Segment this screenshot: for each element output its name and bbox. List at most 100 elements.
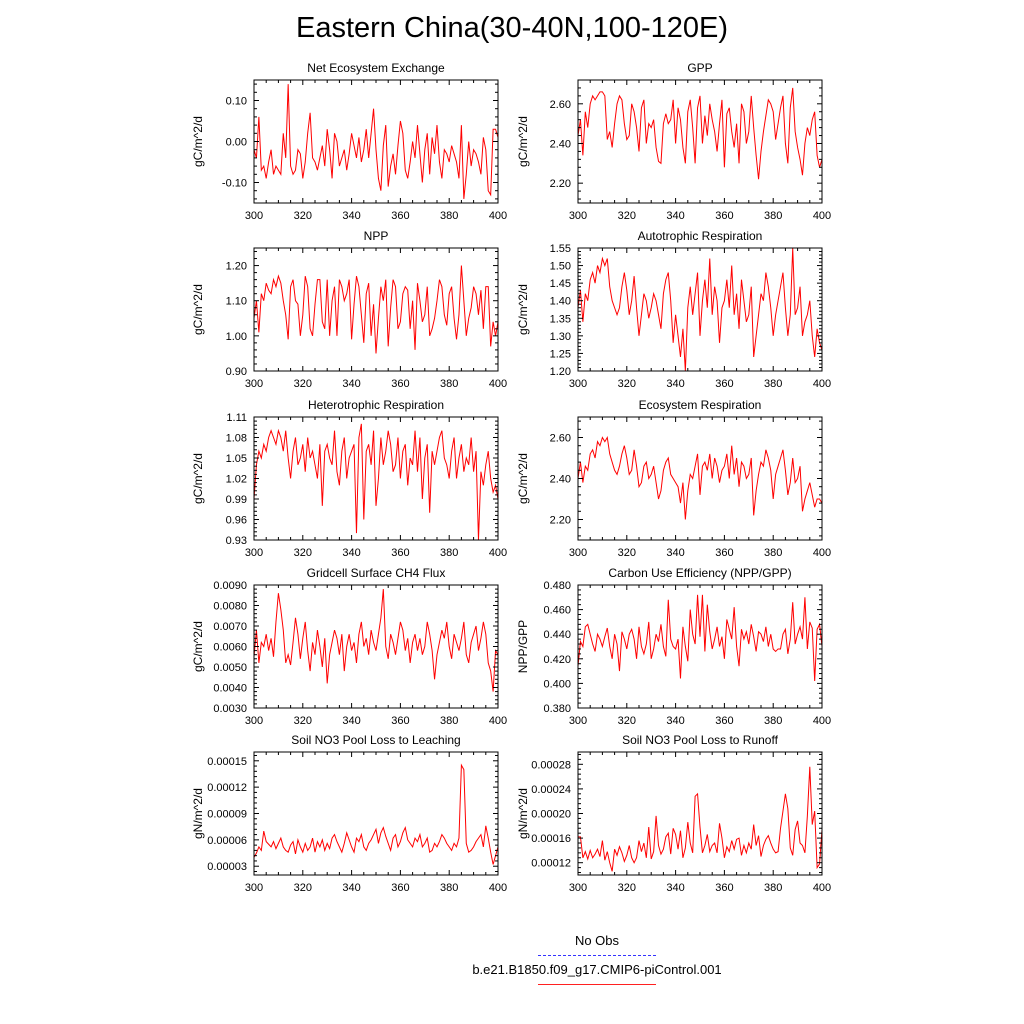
chart-gridcell-surface-ch4-flux-y-tick-label: 0.0080 bbox=[213, 601, 247, 613]
chart-autotrophic-respiration-x-tick-label: 300 bbox=[569, 378, 587, 390]
chart-ecosystem-respiration-x-tick-label: 400 bbox=[813, 547, 831, 559]
chart-carbon-use-efficiency-npp-gpp-title: Carbon Use Efficiency (NPP/GPP) bbox=[608, 566, 791, 580]
chart-gridcell-surface-ch4-flux-x-tick-label: 340 bbox=[342, 715, 360, 727]
chart-heterotrophic-respiration-x-tick-label: 320 bbox=[294, 547, 312, 559]
chart-net-ecosystem-exchange-y-tick-label: 0.10 bbox=[226, 96, 247, 108]
chart-gpp-x-tick-label: 300 bbox=[569, 210, 587, 222]
chart-heterotrophic-respiration-x-tick-label: 400 bbox=[489, 547, 507, 559]
chart-gpp-x-tick-label: 360 bbox=[715, 210, 733, 222]
chart-gridcell-surface-ch4-flux: 300 320 340 360 380 400 0.0030 0.0040 0.0050 0.00… bbox=[191, 566, 507, 727]
chart-gpp-x-tick-label: 340 bbox=[666, 210, 684, 222]
chart-soil-no3-pool-loss-to-leaching-y-tick-label: 0.00012 bbox=[207, 782, 247, 794]
chart-soil-no3-pool-loss-to-leaching: 300 320 340 360 380 400 0.00003 0.00006 0.00009 0… bbox=[191, 733, 507, 894]
chart-ecosystem-respiration-series-line bbox=[577, 436, 823, 520]
chart-autotrophic-respiration-y-tick-label: 1.50 bbox=[550, 261, 571, 273]
chart-heterotrophic-respiration-x-tick-label: 300 bbox=[245, 547, 263, 559]
chart-net-ecosystem-exchange-x-tick-label: 380 bbox=[440, 210, 458, 222]
chart-gridcell-surface-ch4-flux-y-tick-label: 0.0050 bbox=[213, 662, 247, 674]
chart-gridcell-surface-ch4-flux-y-tick-label: 0.0070 bbox=[213, 621, 247, 633]
chart-carbon-use-efficiency-npp-gpp-y-tick-label: 0.480 bbox=[543, 580, 571, 592]
chart-gpp-y-tick-label: 2.60 bbox=[550, 99, 571, 111]
chart-soil-no3-pool-loss-to-runoff-y-axis-label: gN/m^2/d bbox=[516, 788, 530, 839]
chart-soil-no3-pool-loss-to-runoff-x-tick-label: 360 bbox=[715, 882, 733, 894]
legend-label-no-obs: No Obs bbox=[574, 933, 620, 948]
chart-ecosystem-respiration-y-tick-label: 2.60 bbox=[550, 433, 571, 445]
chart-heterotrophic-respiration-y-tick-label: 0.96 bbox=[226, 515, 247, 527]
page-title: Eastern China(30-40N,100-120E) bbox=[295, 12, 729, 44]
chart-net-ecosystem-exchange-y-axis-label: gC/m^2/d bbox=[191, 116, 205, 167]
chart-carbon-use-efficiency-npp-gpp-x-tick-label: 340 bbox=[666, 715, 684, 727]
chart-heterotrophic-respiration-y-tick-label: 0.99 bbox=[226, 494, 247, 506]
chart-gridcell-surface-ch4-flux-y-tick-label: 0.0090 bbox=[213, 580, 247, 592]
chart-ecosystem-respiration-x-tick-label: 340 bbox=[666, 547, 684, 559]
chart-gpp-x-tick-label: 400 bbox=[813, 210, 831, 222]
chart-gridcell-surface-ch4-flux-y-tick-label: 0.0030 bbox=[213, 703, 247, 715]
chart-net-ecosystem-exchange-series-line bbox=[253, 84, 499, 199]
chart-ecosystem-respiration-x-tick-label: 360 bbox=[715, 547, 733, 559]
chart-soil-no3-pool-loss-to-runoff-plot-frame bbox=[577, 751, 823, 876]
chart-heterotrophic-respiration-y-axis-label: gC/m^2/d bbox=[191, 453, 205, 504]
chart-soil-no3-pool-loss-to-runoff-series-line bbox=[578, 766, 823, 872]
chart-soil-no3-pool-loss-to-leaching-y-tick-label: 0.00009 bbox=[207, 809, 247, 821]
chart-heterotrophic-respiration-series-line bbox=[253, 423, 499, 541]
chart-gpp-y-tick-label: 2.40 bbox=[550, 138, 571, 150]
legend-label-model: b.e21.B1850.f09_g17.CMIP6-piControl.001 bbox=[472, 962, 722, 977]
chart-npp-y-tick-label: 1.00 bbox=[226, 331, 247, 343]
chart-gpp-y-tick-label: 2.20 bbox=[550, 178, 571, 190]
chart-autotrophic-respiration-x-tick-label: 360 bbox=[715, 378, 733, 390]
chart-npp-x-tick-label: 300 bbox=[245, 378, 263, 390]
chart-autotrophic-respiration-y-tick-label: 1.55 bbox=[550, 243, 571, 255]
chart-gridcell-surface-ch4-flux-x-tick-label: 300 bbox=[245, 715, 263, 727]
chart-autotrophic-respiration-title: Autotrophic Respiration bbox=[638, 229, 763, 243]
chart-carbon-use-efficiency-npp-gpp-x-tick-label: 400 bbox=[813, 715, 831, 727]
chart-soil-no3-pool-loss-to-runoff-y-tick-label: 0.00012 bbox=[531, 858, 571, 870]
chart-npp: 300 320 340 360 380 400 0.90 1.00 1.10 1.20 NPP gC/… bbox=[191, 229, 507, 390]
chart-net-ecosystem-exchange-x-tick-label: 300 bbox=[245, 210, 263, 222]
chart-soil-no3-pool-loss-to-runoff-y-tick-label: 0.00028 bbox=[531, 759, 571, 771]
chart-ecosystem-respiration-y-tick-label: 2.20 bbox=[550, 515, 571, 527]
chart-gridcell-surface-ch4-flux-series-line bbox=[253, 589, 499, 692]
chart-net-ecosystem-exchange-title: Net Ecosystem Exchange bbox=[307, 61, 445, 75]
chart-autotrophic-respiration-y-tick-label: 1.20 bbox=[550, 366, 571, 378]
chart-soil-no3-pool-loss-to-leaching-y-tick-label: 0.00003 bbox=[207, 861, 247, 873]
chart-heterotrophic-respiration-y-tick-label: 1.08 bbox=[226, 433, 247, 445]
chart-npp-y-axis-label: gC/m^2/d bbox=[191, 284, 205, 335]
chart-soil-no3-pool-loss-to-runoff: 300 320 340 360 380 400 0.00012 0.00016 0.00020 0… bbox=[516, 733, 831, 894]
chart-soil-no3-pool-loss-to-leaching-y-tick-label: 0.00006 bbox=[207, 835, 247, 847]
chart-carbon-use-efficiency-npp-gpp-plot-frame bbox=[577, 584, 823, 709]
chart-soil-no3-pool-loss-to-runoff-x-tick-label: 320 bbox=[618, 882, 636, 894]
chart-soil-no3-pool-loss-to-runoff-y-tick-label: 0.00024 bbox=[531, 784, 571, 796]
chart-soil-no3-pool-loss-to-runoff-x-tick-label: 400 bbox=[813, 882, 831, 894]
chart-ecosystem-respiration-y-tick-label: 2.40 bbox=[550, 474, 571, 486]
legend-line-model bbox=[538, 984, 656, 985]
chart-autotrophic-respiration-x-tick-label: 340 bbox=[666, 378, 684, 390]
chart-heterotrophic-respiration-y-tick-label: 1.05 bbox=[226, 453, 247, 465]
chart-carbon-use-efficiency-npp-gpp: 300 320 340 360 380 400 0.380 0.400 0.420 0.440 0.… bbox=[516, 566, 831, 727]
chart-npp-title: NPP bbox=[364, 229, 389, 243]
chart-soil-no3-pool-loss-to-runoff-y-tick-label: 0.00016 bbox=[531, 833, 571, 845]
chart-autotrophic-respiration-y-tick-label: 1.30 bbox=[550, 331, 571, 343]
chart-gridcell-surface-ch4-flux-y-tick-label: 0.0060 bbox=[213, 642, 247, 654]
legend-line-no-obs bbox=[538, 955, 656, 956]
chart-heterotrophic-respiration-x-tick-label: 380 bbox=[440, 547, 458, 559]
chart-gpp-series-line bbox=[577, 87, 823, 180]
chart-soil-no3-pool-loss-to-runoff-x-tick-label: 300 bbox=[569, 882, 587, 894]
chart-gridcell-surface-ch4-flux-y-axis-label: gC/m^2/d bbox=[191, 621, 205, 672]
chart-gridcell-surface-ch4-flux-plot-frame bbox=[253, 584, 499, 709]
chart-soil-no3-pool-loss-to-runoff-x-tick-label: 340 bbox=[666, 882, 684, 894]
chart-carbon-use-efficiency-npp-gpp-series-line bbox=[577, 594, 823, 681]
chart-gridcell-surface-ch4-flux-title: Gridcell Surface CH4 Flux bbox=[307, 566, 446, 580]
chart-autotrophic-respiration-x-tick-label: 320 bbox=[618, 378, 636, 390]
chart-heterotrophic-respiration-title: Heterotrophic Respiration bbox=[308, 398, 444, 412]
chart-heterotrophic-respiration-x-tick-label: 340 bbox=[342, 547, 360, 559]
chart-heterotrophic-respiration-y-tick-label: 1.11 bbox=[226, 412, 247, 424]
chart-autotrophic-respiration-series-line bbox=[577, 247, 823, 372]
chart-gpp: 300 320 340 360 380 400 2.20 2.40 2.60 GPP gC/m^2/… bbox=[516, 61, 831, 222]
chart-soil-no3-pool-loss-to-leaching-x-tick-label: 320 bbox=[294, 882, 312, 894]
chart-npp-x-tick-label: 340 bbox=[342, 378, 360, 390]
chart-net-ecosystem-exchange-x-tick-label: 360 bbox=[391, 210, 409, 222]
chart-npp-y-tick-label: 1.20 bbox=[226, 261, 247, 273]
chart-net-ecosystem-exchange-x-tick-label: 400 bbox=[489, 210, 507, 222]
chart-ecosystem-respiration-plot-frame bbox=[577, 416, 823, 541]
chart-npp-series-line bbox=[253, 265, 499, 354]
